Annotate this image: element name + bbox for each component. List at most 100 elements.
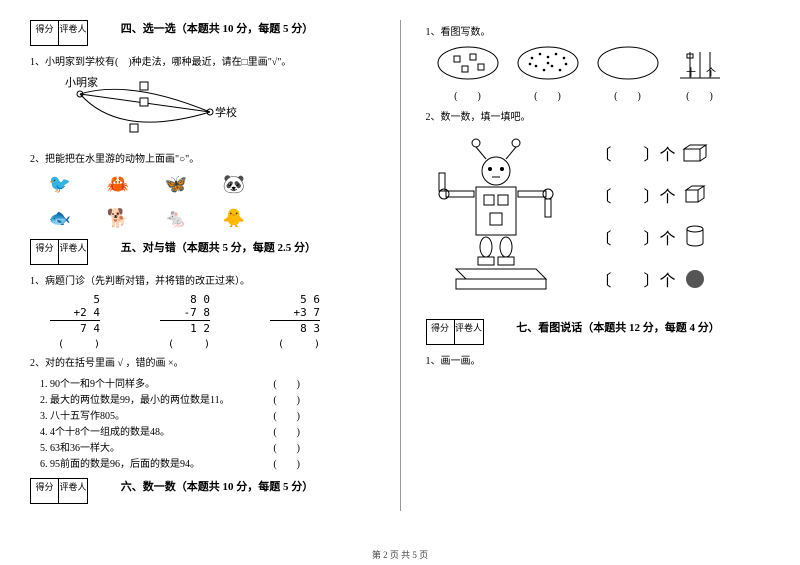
q5-2: 2、对的在括号里画 √ ，错的画 ×。 [30,354,375,369]
bracket-left: 〔 [596,183,612,207]
oval-paren: ( ) [436,87,500,102]
animal-crab-icon: 🦀 [98,171,138,197]
section-6-header: 得分 评卷人 六、数一数（本题共 10 分，每题 5 分） [30,478,375,506]
animal-panda-icon: 🐼 [214,171,254,197]
label-home: 小明家 [65,75,98,89]
tf-item: 1. 90个一和9个十同样多。 [40,375,155,390]
q4-1: 1、小明家到学校有( )种走法，哪种最近，请在□里画"√"。 [30,53,375,68]
oval-1: ( ) [436,44,500,102]
q4-2: 2、把能把在水里游的动物上面画"○"。 [30,150,375,165]
grader-label: 评卷人 [59,21,87,45]
grader-label: 评卷人 [59,479,87,503]
shape-row-sphere: 〔 〕个 [596,267,708,291]
shape-row-cube: 〔 〕个 [596,183,708,207]
section-7-title: 七、看图说话（本题共 12 分，每题 4 分） [516,319,720,335]
q7-1: 1、画一画。 [426,352,771,367]
math-val: 1 2 [160,322,210,335]
math-val: 5 [50,293,100,306]
ovals-row: ( ) ( ) ( ) [436,44,771,102]
animal-dog-icon: 🐕 [98,205,138,231]
shape-count-list: 〔 〕个 〔 〕个 〔 [596,141,708,309]
tf-blank: ( ) [273,455,300,470]
math-2: 8 0 -7 8 1 2 ( ) [160,293,210,350]
tf-blank: ( ) [273,375,300,390]
cylinder-icon [682,226,708,248]
math-val: 5 6 [270,293,320,306]
score-box-5: 得分 评卷人 [30,239,88,265]
animals-row-1: 🐦 🦀 🦋 🐼 [40,171,375,197]
score-label: 得分 [31,240,59,264]
label-school: 学校 [215,105,237,119]
page-footer: 第 2 页 共 5 页 [0,548,800,561]
score-box-4: 得分 评卷人 [30,20,88,46]
tf-item: 2. 最大的两位数是99，最小的两位数是11。 [40,391,230,406]
math-val: +3 7 [270,306,320,319]
robot-area: 〔 〕个 〔 〕个 〔 [426,129,771,309]
score-box-6: 得分 评卷人 [30,478,88,504]
robot-figure [426,129,566,309]
tf-item: 4. 4个十8个一组成的数是48。 [40,423,170,438]
score-label: 得分 [31,479,59,503]
section-7-header: 得分 评卷人 七、看图说话（本题共 12 分，每题 4 分） [426,319,771,347]
animal-butterfly-icon: 🦋 [156,171,196,197]
bracket-left: 〔 [596,267,612,291]
svg-text:个: 个 [706,67,716,79]
oval-paren: ( ) [676,87,724,102]
math-val: -7 8 [160,306,210,319]
grader-label: 评卷人 [455,320,483,344]
math-val: 7 4 [50,322,100,335]
math-problems: 5 +2 4 7 4 ( ) 8 0 -7 8 1 2 ( ) 5 6 +3 7… [50,293,375,350]
score-label: 得分 [427,320,455,344]
true-false-list: 1. 90个一和9个十同样多。 ( ) 2. 最大的两位数是99，最小的两位数是1… [40,375,375,470]
bracket-left: 〔 [596,225,612,249]
section-6-title: 六、数一数（本题共 10 分，每题 5 分） [121,478,314,494]
q5-1: 1、病题门诊（先判断对错，并将错的改正过来）。 [30,272,375,287]
tf-item: 5. 63和36一样大。 [40,439,120,454]
tf-blank: ( ) [273,407,300,422]
animals-row-2: 🐟 🐕 🐁 🐥 [40,205,375,231]
sphere-icon [682,268,708,290]
math-1: 5 +2 4 7 4 ( ) [50,293,100,350]
math-val: +2 4 [50,306,100,319]
svg-text:十: 十 [686,66,696,79]
math-3: 5 6 +3 7 8 3 ( ) [270,293,320,350]
tf-item: 3. 八十五写作805。 [40,407,125,422]
bracket-left: 〔 [596,141,612,165]
path-diagram: 小明家 学校 [50,74,250,144]
bracket-right: 〕个 [644,141,676,165]
tf-item: 6. 95前面的数是96，后面的数是94。 [40,455,200,470]
score-box-7: 得分 评卷人 [426,319,484,345]
oval-paren: ( ) [596,87,660,102]
math-paren: ( ) [50,335,100,350]
animal-chick-icon: 🐥 [214,205,254,231]
cuboid-icon [682,142,708,164]
grader-label: 评卷人 [59,240,87,264]
section-4-title: 四、选一选（本题共 10 分，每题 5 分） [121,20,314,36]
shape-row-cylinder: 〔 〕个 [596,225,708,249]
oval-3: ( ) [596,44,660,102]
abacus: 十 个 ( ) [676,44,724,102]
section-5-title: 五、对与错（本题共 5 分，每题 2.5 分） [121,239,316,255]
animal-mouse-icon: 🐁 [156,205,196,231]
right-column: 1、看图写数。 ( ) ( ) [426,20,771,511]
bracket-right: 〕个 [644,267,676,291]
q6-2: 2、数一数，填一填吧。 [426,108,771,123]
tf-blank: ( ) [273,423,300,438]
section-4-header: 得分 评卷人 四、选一选（本题共 10 分，每题 5 分） [30,20,375,48]
column-divider [400,20,401,511]
bracket-right: 〕个 [644,225,676,249]
oval-2: ( ) [516,44,580,102]
math-val: 8 0 [160,293,210,306]
tf-blank: ( ) [273,439,300,454]
score-label: 得分 [31,21,59,45]
animal-fish-icon: 🐟 [40,205,80,231]
q6-1: 1、看图写数。 [426,23,771,38]
left-column: 得分 评卷人 四、选一选（本题共 10 分，每题 5 分） 1、小明家到学校有(… [30,20,375,511]
shape-row-cuboid: 〔 〕个 [596,141,708,165]
math-paren: ( ) [270,335,320,350]
tf-blank: ( ) [273,391,300,406]
math-val: 8 3 [270,322,320,335]
cube-icon [682,184,708,206]
animal-bird-icon: 🐦 [40,171,80,197]
oval-paren: ( ) [516,87,580,102]
